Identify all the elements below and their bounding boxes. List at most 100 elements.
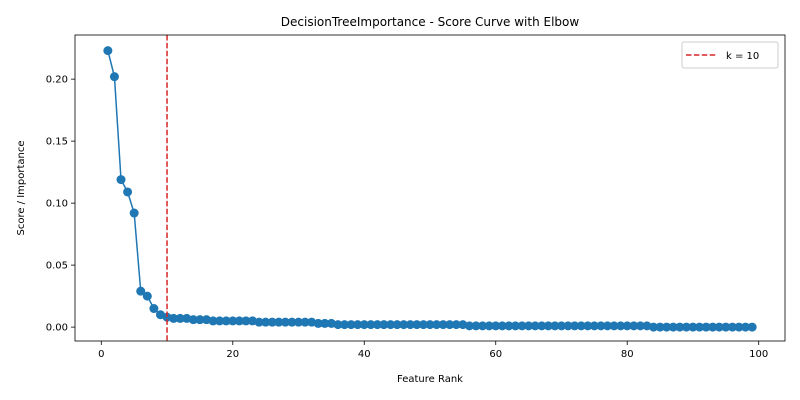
chart-title: DecisionTreeImportance - Score Curve wit… (281, 15, 580, 29)
series-line (107, 50, 753, 328)
data-point (392, 320, 402, 330)
y-tick-label: 0.20 (46, 75, 68, 86)
data-point (142, 291, 152, 301)
data-point (662, 322, 672, 332)
data-point (537, 321, 547, 331)
data-point (504, 321, 514, 331)
data-point (609, 321, 619, 331)
data-point (267, 317, 277, 327)
data-point (543, 321, 553, 331)
data-point (510, 321, 520, 331)
data-point (714, 322, 724, 332)
data-point (399, 320, 409, 330)
data-point (491, 321, 501, 331)
data-point (123, 187, 133, 197)
data-point (366, 320, 376, 330)
data-point (320, 318, 330, 328)
data-point (478, 321, 488, 331)
data-point (550, 321, 560, 331)
data-point (445, 320, 455, 330)
data-point (451, 320, 461, 330)
data-point (563, 321, 573, 331)
data-point (254, 317, 264, 327)
data-point (464, 321, 474, 331)
data-point (386, 320, 396, 330)
data-point (616, 321, 626, 331)
legend-label-reference-line: k = 10 (726, 51, 759, 62)
data-point (136, 286, 146, 296)
data-point (149, 304, 159, 314)
x-tick-label: 80 (621, 349, 634, 360)
data-point (280, 317, 290, 327)
data-point (635, 321, 645, 331)
data-point (530, 321, 540, 331)
x-tick-label: 40 (358, 349, 371, 360)
data-point (359, 320, 369, 330)
x-tick-label: 60 (489, 349, 502, 360)
data-point (701, 322, 711, 332)
y-tick-label: 0.00 (46, 323, 68, 334)
data-point (576, 321, 586, 331)
data-point (405, 320, 415, 330)
data-point (313, 318, 323, 328)
data-point (741, 322, 751, 332)
data-point (556, 321, 566, 331)
legend-box (681, 41, 779, 69)
data-point (570, 321, 580, 331)
data-point (675, 322, 685, 332)
axes: 0 20 40 60 80 100 0.00 0.05 0.10 0.15 0.20 (46, 34, 786, 360)
data-point (175, 313, 185, 323)
y-axis-label: Score / Importance (16, 140, 27, 235)
data-point (195, 315, 205, 325)
data-point (681, 322, 691, 332)
data-point (603, 321, 612, 331)
data-point (629, 321, 639, 331)
data-point (340, 320, 350, 330)
y-tick-label: 0.10 (46, 199, 68, 210)
data-point (524, 321, 534, 331)
data-point (432, 320, 442, 330)
data-point (333, 320, 343, 330)
data-point (695, 322, 705, 332)
data-point (234, 316, 244, 326)
data-point (346, 320, 356, 330)
plot-area (103, 35, 757, 341)
y-tick-label: 0.15 (46, 137, 68, 148)
data-point (287, 317, 297, 327)
data-point (471, 321, 481, 331)
legend: k = 10 (681, 41, 779, 69)
data-point (300, 317, 310, 327)
data-point (109, 72, 119, 82)
data-point (274, 317, 284, 327)
data-point (372, 320, 382, 330)
data-point (497, 321, 507, 331)
data-point (129, 208, 139, 218)
data-point (241, 316, 251, 326)
data-point (583, 321, 593, 331)
x-tick-label: 0 (98, 349, 104, 360)
data-point (747, 322, 757, 332)
data-point (228, 316, 238, 326)
data-point (734, 322, 744, 332)
data-point (379, 320, 389, 330)
data-point (425, 320, 435, 330)
data-point (596, 321, 606, 331)
data-point (261, 317, 271, 327)
data-point (353, 320, 363, 330)
data-point (221, 316, 231, 326)
data-point (517, 321, 527, 331)
data-point (655, 322, 665, 332)
data-point (188, 315, 198, 325)
data-point (412, 320, 422, 330)
data-point (418, 320, 428, 330)
data-point (721, 322, 731, 332)
data-point (484, 321, 494, 331)
data-point (294, 317, 304, 327)
axes-frame (74, 34, 786, 342)
data-point (438, 320, 448, 330)
data-point (622, 321, 632, 331)
data-point (103, 46, 113, 56)
data-point (215, 316, 225, 326)
data-point (169, 313, 179, 323)
